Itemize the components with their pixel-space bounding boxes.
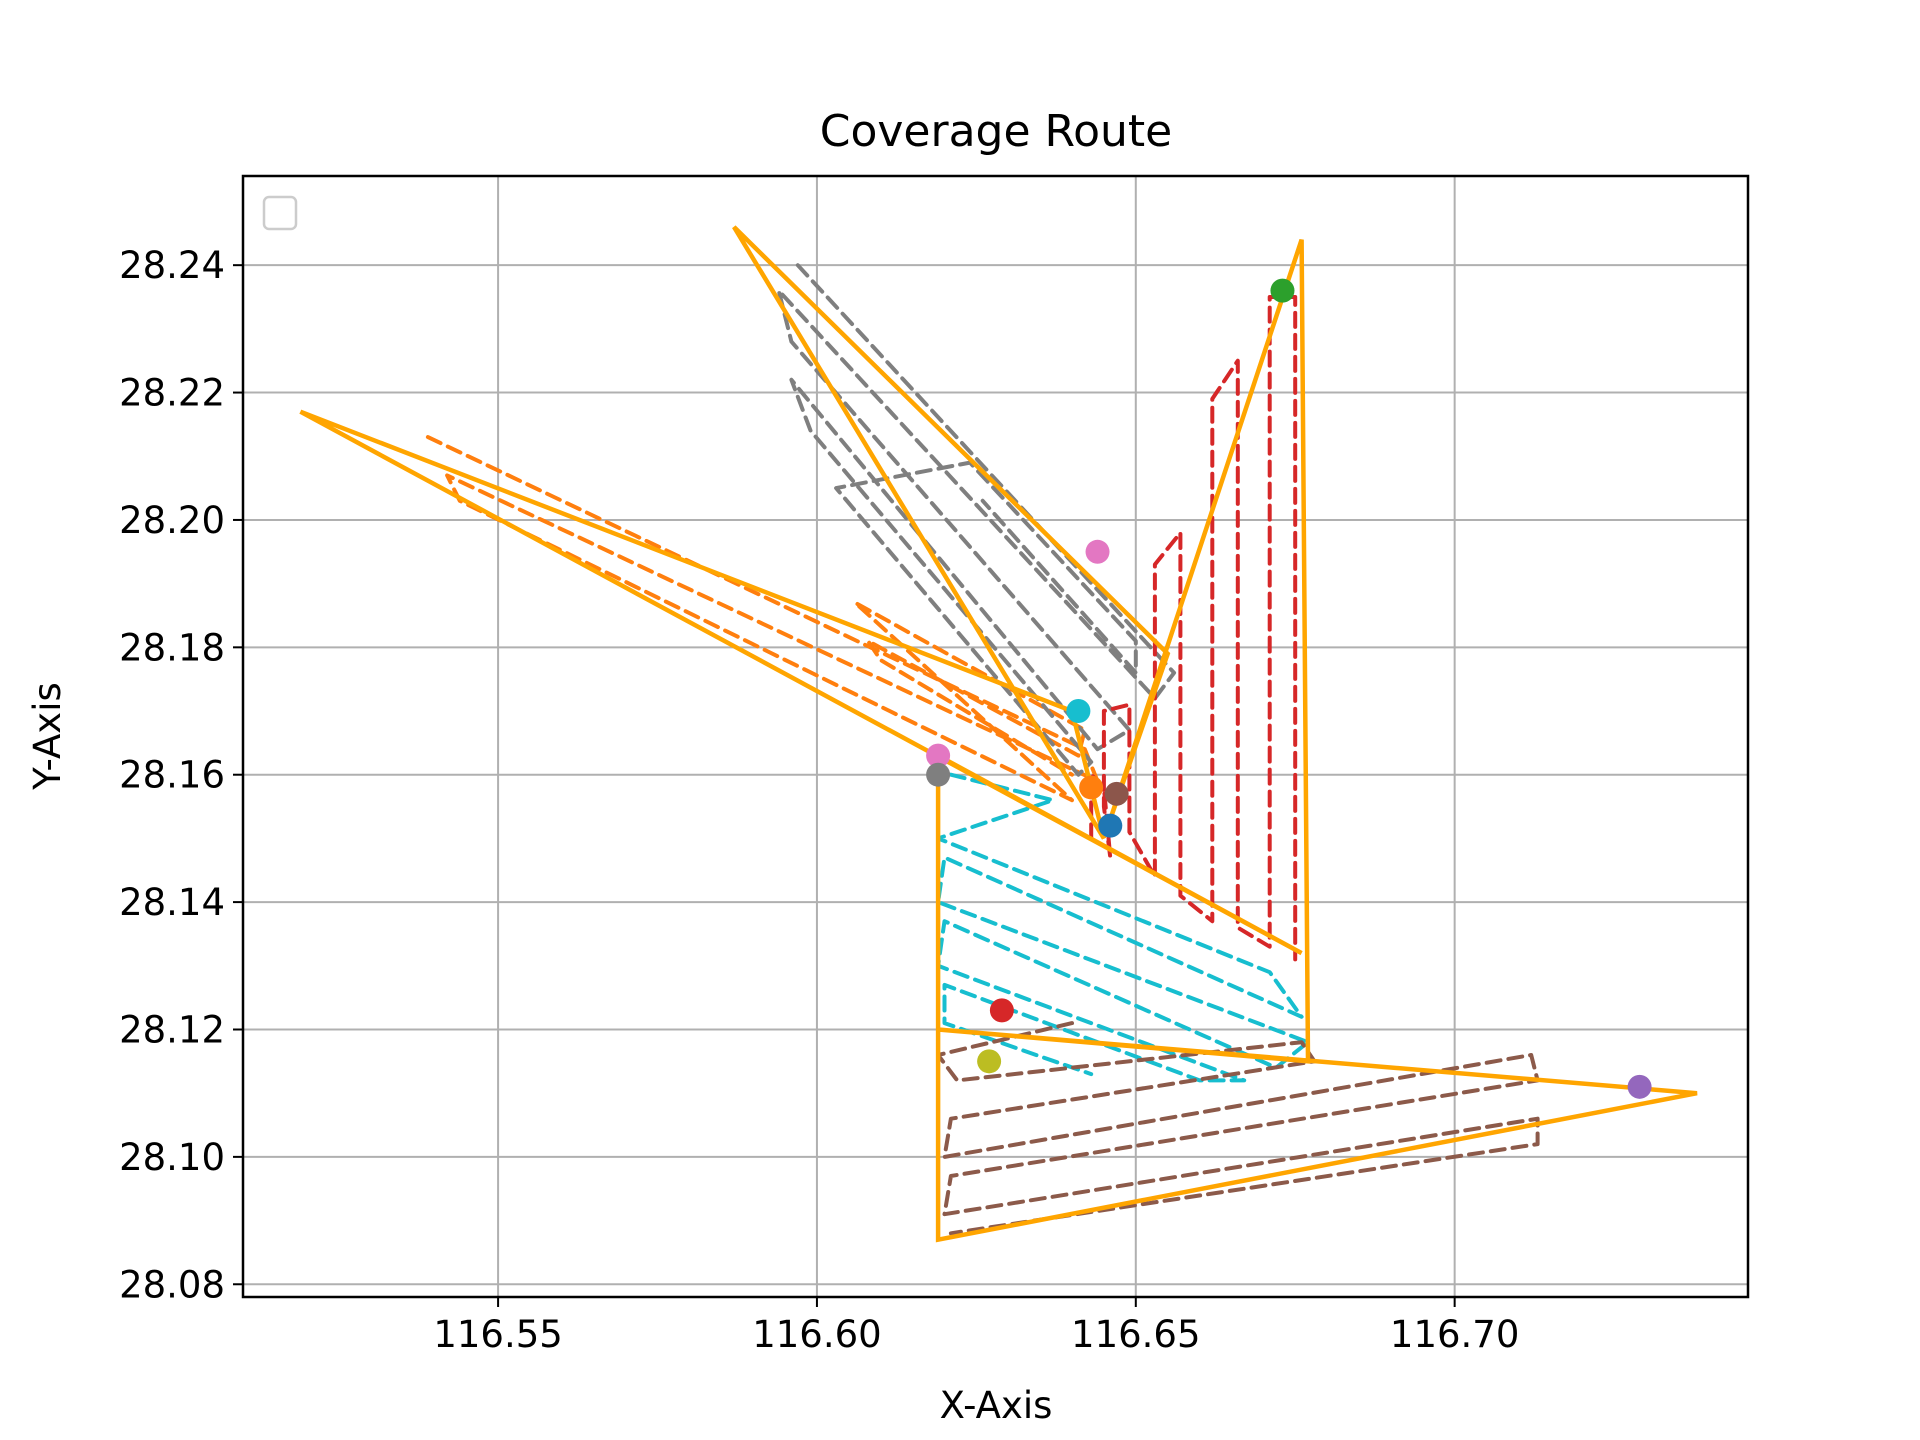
- plot-area: [299, 225, 1698, 1243]
- x-tick-label: 116.70: [1390, 1313, 1519, 1356]
- y-tick-label: 28.18: [119, 626, 225, 669]
- y-tick-label: 28.24: [119, 244, 225, 287]
- y-tick-label: 28.12: [119, 1008, 225, 1051]
- scatter-point: [1104, 781, 1129, 806]
- chart-title: Coverage Route: [820, 106, 1173, 157]
- scatter-point: [1085, 539, 1110, 564]
- y-tick-label: 28.16: [119, 754, 225, 797]
- scatter-point: [1079, 775, 1104, 800]
- coverage-path: [425, 435, 1100, 803]
- scatter-point: [989, 998, 1014, 1023]
- x-tick-label: 116.60: [752, 1313, 881, 1356]
- x-axis-label: X-Axis: [940, 1384, 1053, 1427]
- y-tick-label: 28.08: [119, 1263, 225, 1306]
- x-tick-label: 116.55: [433, 1313, 562, 1356]
- scatter-point: [926, 762, 951, 787]
- route-line: [299, 225, 1698, 1243]
- x-tick-label: 116.65: [1071, 1313, 1200, 1356]
- scatter-point: [1098, 813, 1123, 838]
- scatter-point: [977, 1049, 1002, 1074]
- legend-box: [262, 195, 298, 231]
- coverage-path: [776, 263, 1177, 777]
- plot-frame: [241, 174, 1750, 1299]
- y-tick-label: 28.14: [119, 881, 225, 924]
- y-tick-label: 28.10: [119, 1136, 225, 1179]
- y-tick-label: 28.20: [119, 499, 225, 542]
- x-ticks: 116.55 116.60 116.65 116.70: [433, 1297, 1519, 1356]
- y-ticks: 28.08 28.10 28.12 28.14 28.16 28.18 28.20 28.22…: [119, 244, 243, 1306]
- scatter-point: [926, 743, 951, 768]
- scatter-point: [1270, 278, 1295, 303]
- coverage-path: [936, 1021, 1540, 1236]
- y-axis-label: Y-Axis: [26, 682, 69, 791]
- coverage-path: [936, 772, 1310, 1083]
- scatter-point: [1627, 1074, 1652, 1099]
- y-tick-label: 28.22: [119, 372, 225, 415]
- scatter-point: [1066, 699, 1091, 724]
